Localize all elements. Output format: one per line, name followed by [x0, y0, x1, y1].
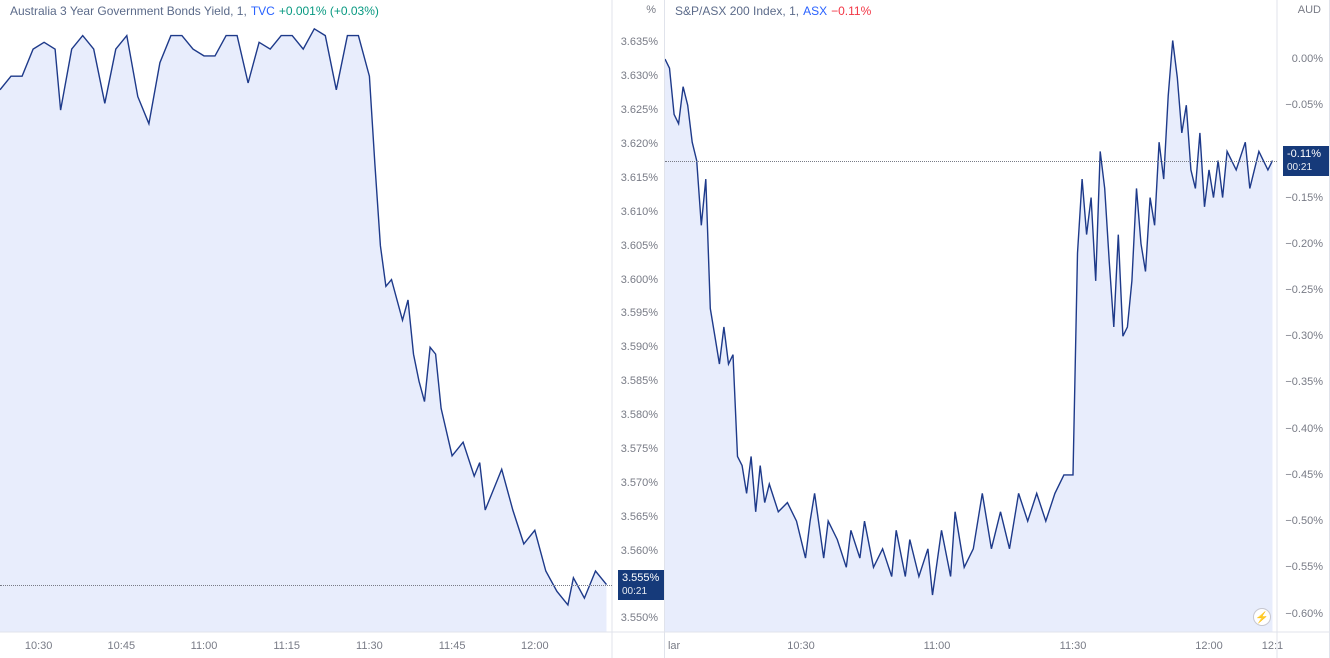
left-ytick-label: 3.595% — [621, 307, 658, 319]
left-ytick-label: 3.560% — [621, 545, 658, 557]
left-area-fill — [0, 29, 607, 632]
left-price-tag: 3.555%00:21 — [618, 570, 664, 600]
left-ytick-label: 3.550% — [621, 612, 658, 624]
left-ytick-label: 3.590% — [621, 341, 658, 353]
left-ytick-label: 3.600% — [621, 274, 658, 286]
left-ytick-label: 3.635% — [621, 36, 658, 48]
left-ytick-label: 3.620% — [621, 138, 658, 150]
right-ytick-label: −0.55% — [1285, 561, 1323, 573]
left-ytick-label: 3.615% — [621, 172, 658, 184]
left-price-tag-countdown: 00:21 — [622, 585, 660, 598]
right-xtick-label: lar — [668, 640, 680, 652]
right-ytick-label: −0.25% — [1285, 284, 1323, 296]
left-series-change: +0.001% (+0.03%) — [279, 4, 379, 18]
right-xtick-label: 10:30 — [787, 640, 815, 652]
right-price-tag-countdown: 00:21 — [1287, 161, 1325, 174]
left-series-name: Australia 3 Year Government Bonds Yield,… — [10, 4, 247, 18]
right-series-name: S&P/ASX 200 Index, 1, — [675, 4, 799, 18]
right-last-price-line — [665, 161, 1277, 162]
left-plot-svg — [0, 0, 664, 658]
right-plot-svg — [665, 0, 1329, 658]
right-ytick-label: −0.15% — [1285, 192, 1323, 204]
left-ytick-label: 3.625% — [621, 104, 658, 116]
left-axis-unit: % — [646, 4, 656, 16]
right-ytick-label: −0.45% — [1285, 469, 1323, 481]
right-price-tag: -0.11%00:21 — [1283, 146, 1329, 176]
left-price-tag-value: 3.555% — [622, 572, 660, 585]
right-ytick-label: −0.30% — [1285, 330, 1323, 342]
right-chart-body[interactable]: 0.00%−0.05%−0.10%−0.15%−0.20%−0.25%−0.30… — [665, 0, 1329, 658]
right-chart-panel[interactable]: S&P/ASX 200 Index, 1, ASX −0.11% AUD 0.0… — [665, 0, 1330, 658]
right-ytick-label: −0.40% — [1285, 423, 1323, 435]
left-xtick-label: 11:15 — [273, 640, 300, 652]
left-ytick-label: 3.565% — [621, 511, 658, 523]
right-ytick-label: 0.00% — [1292, 53, 1323, 65]
left-xtick-label: 12:00 — [521, 640, 549, 652]
left-ytick-label: 3.570% — [621, 477, 658, 489]
left-ytick-label: 3.605% — [621, 240, 658, 252]
right-xtick-label: 11:30 — [1060, 640, 1087, 652]
left-ytick-label: 3.610% — [621, 206, 658, 218]
left-ytick-label: 3.585% — [621, 375, 658, 387]
right-xtick-label: 12:1 — [1262, 640, 1283, 652]
left-series-source: TVC — [251, 4, 275, 18]
left-chart-title: Australia 3 Year Government Bonds Yield,… — [10, 4, 379, 18]
left-ytick-label: 3.575% — [621, 443, 658, 455]
right-series-change: −0.11% — [831, 4, 871, 18]
left-chart-panel[interactable]: Australia 3 Year Government Bonds Yield,… — [0, 0, 665, 658]
left-ytick-label: 3.580% — [621, 409, 658, 421]
right-ytick-label: −0.05% — [1285, 99, 1323, 111]
right-chart-title: S&P/ASX 200 Index, 1, ASX −0.11% — [675, 4, 871, 18]
left-ytick-label: 3.630% — [621, 70, 658, 82]
right-ytick-label: −0.50% — [1285, 515, 1323, 527]
right-ytick-label: −0.20% — [1285, 238, 1323, 250]
right-price-tag-value: -0.11% — [1287, 148, 1325, 161]
lightning-icon[interactable]: ⚡ — [1253, 608, 1271, 626]
left-xtick-label: 10:30 — [25, 640, 53, 652]
left-xtick-label: 11:45 — [439, 640, 466, 652]
left-xtick-label: 11:30 — [356, 640, 383, 652]
left-xtick-label: 10:45 — [108, 640, 136, 652]
right-xtick-label: 12:00 — [1195, 640, 1223, 652]
left-xtick-label: 11:00 — [191, 640, 218, 652]
right-series-source: ASX — [803, 4, 827, 18]
left-last-price-line — [0, 585, 612, 586]
right-xtick-label: 11:00 — [924, 640, 951, 652]
right-ytick-label: −0.35% — [1285, 376, 1323, 388]
right-ytick-label: −0.60% — [1285, 608, 1323, 620]
left-chart-body[interactable]: 3.550% 3.555% 3.560% 3.565% 3.570% 3.575% 3.58… — [0, 0, 664, 658]
right-axis-unit: AUD — [1298, 4, 1321, 16]
